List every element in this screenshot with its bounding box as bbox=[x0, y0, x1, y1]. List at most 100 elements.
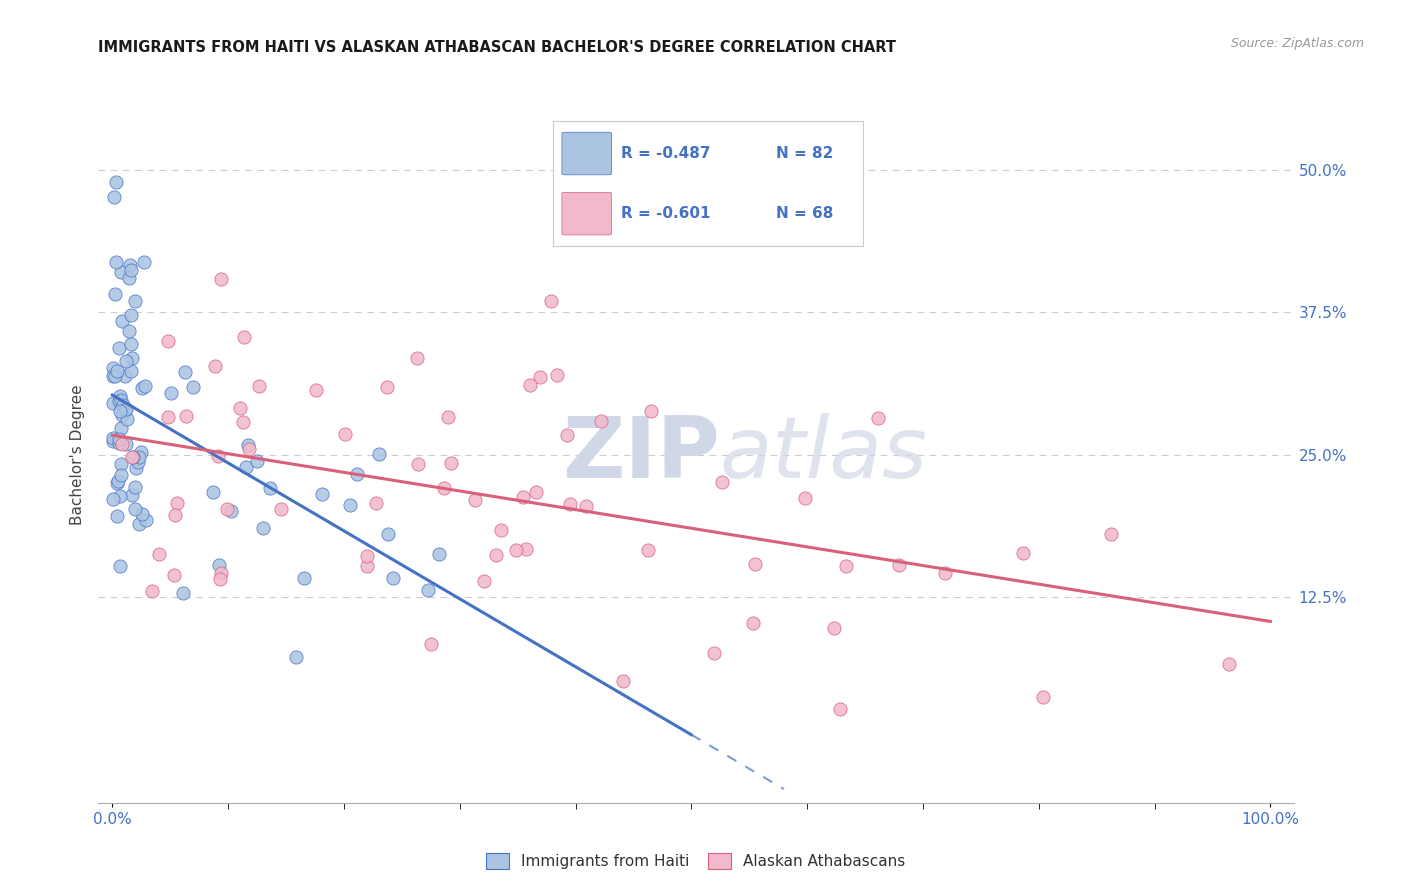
Point bbox=[107, 341, 129, 355]
Point bbox=[101, 434, 124, 448]
Point bbox=[121, 450, 143, 464]
Point bbox=[575, 499, 598, 513]
Point bbox=[128, 516, 150, 531]
Point bbox=[127, 455, 149, 469]
Point bbox=[246, 454, 269, 468]
Point bbox=[162, 568, 184, 582]
Point bbox=[112, 398, 135, 412]
Point bbox=[217, 502, 239, 516]
Point bbox=[156, 334, 179, 348]
Point bbox=[375, 380, 398, 394]
Point bbox=[830, 702, 852, 716]
Point bbox=[108, 558, 131, 573]
Point bbox=[560, 496, 582, 510]
Point bbox=[366, 496, 388, 510]
Point bbox=[405, 351, 427, 365]
Point bbox=[540, 294, 562, 309]
Point bbox=[103, 361, 125, 376]
Point bbox=[118, 325, 141, 339]
Point bbox=[104, 286, 127, 301]
Point bbox=[101, 431, 124, 445]
Point bbox=[238, 438, 260, 452]
Point bbox=[823, 621, 845, 635]
Point bbox=[124, 293, 146, 308]
Point bbox=[105, 255, 128, 269]
Point bbox=[252, 521, 274, 535]
Point bbox=[105, 509, 128, 524]
Point bbox=[110, 468, 132, 483]
Point bbox=[429, 547, 451, 561]
Point bbox=[219, 504, 242, 518]
Point bbox=[1012, 546, 1035, 560]
Point bbox=[505, 543, 527, 558]
Point bbox=[637, 542, 659, 557]
Point bbox=[519, 378, 541, 392]
Point bbox=[105, 363, 128, 377]
Point bbox=[484, 548, 506, 562]
Point bbox=[115, 437, 138, 451]
Point bbox=[121, 351, 143, 365]
Point bbox=[141, 583, 163, 598]
Point bbox=[120, 337, 142, 351]
Point bbox=[529, 370, 551, 384]
Point bbox=[114, 404, 136, 418]
Point bbox=[207, 449, 229, 463]
Point bbox=[333, 426, 356, 441]
Point bbox=[377, 527, 399, 541]
Point bbox=[120, 308, 142, 322]
Point bbox=[131, 381, 153, 395]
Point bbox=[474, 574, 496, 588]
Point bbox=[110, 457, 132, 471]
Point bbox=[174, 365, 197, 379]
Point bbox=[114, 369, 136, 384]
Point bbox=[120, 364, 142, 378]
Point bbox=[108, 404, 131, 418]
Point bbox=[115, 353, 138, 368]
Point bbox=[1218, 657, 1240, 672]
Point bbox=[166, 496, 188, 510]
Point bbox=[120, 263, 142, 277]
Point bbox=[703, 646, 725, 660]
Point bbox=[111, 437, 134, 451]
Point bbox=[176, 409, 198, 423]
Point bbox=[160, 386, 183, 401]
Point bbox=[742, 616, 765, 631]
Point bbox=[108, 489, 131, 503]
Point bbox=[406, 458, 429, 472]
Point bbox=[1099, 526, 1122, 541]
Point bbox=[163, 508, 186, 523]
Point bbox=[555, 428, 578, 442]
Point bbox=[172, 585, 194, 599]
Point bbox=[101, 396, 124, 410]
Point bbox=[110, 314, 132, 328]
Point bbox=[209, 272, 232, 286]
Point bbox=[107, 474, 129, 488]
Point bbox=[270, 501, 292, 516]
Point bbox=[339, 498, 361, 512]
Point bbox=[124, 480, 146, 494]
Point bbox=[304, 383, 326, 397]
Point bbox=[110, 421, 132, 435]
Point bbox=[128, 450, 150, 464]
Text: IMMIGRANTS FROM HAITI VS ALASKAN ATHABASCAN BACHELOR'S DEGREE CORRELATION CHART: IMMIGRANTS FROM HAITI VS ALASKAN ATHABAS… bbox=[98, 40, 897, 55]
Text: atlas: atlas bbox=[720, 413, 928, 497]
Point bbox=[464, 492, 486, 507]
Point bbox=[794, 491, 817, 505]
Point bbox=[433, 481, 456, 495]
Legend: Immigrants from Haiti, Alaskan Athabascans: Immigrants from Haiti, Alaskan Athabasca… bbox=[481, 847, 911, 875]
Point bbox=[356, 549, 378, 564]
Point bbox=[356, 559, 378, 574]
Point bbox=[115, 402, 138, 417]
Point bbox=[346, 467, 368, 482]
Point bbox=[866, 411, 889, 425]
Point bbox=[207, 558, 229, 572]
Point bbox=[111, 408, 134, 422]
Point bbox=[437, 410, 460, 425]
Point bbox=[103, 190, 125, 204]
Point bbox=[489, 523, 512, 537]
Point bbox=[107, 393, 129, 408]
Point bbox=[311, 486, 333, 500]
Point bbox=[108, 433, 131, 447]
Point bbox=[101, 492, 124, 507]
Point bbox=[201, 485, 224, 500]
